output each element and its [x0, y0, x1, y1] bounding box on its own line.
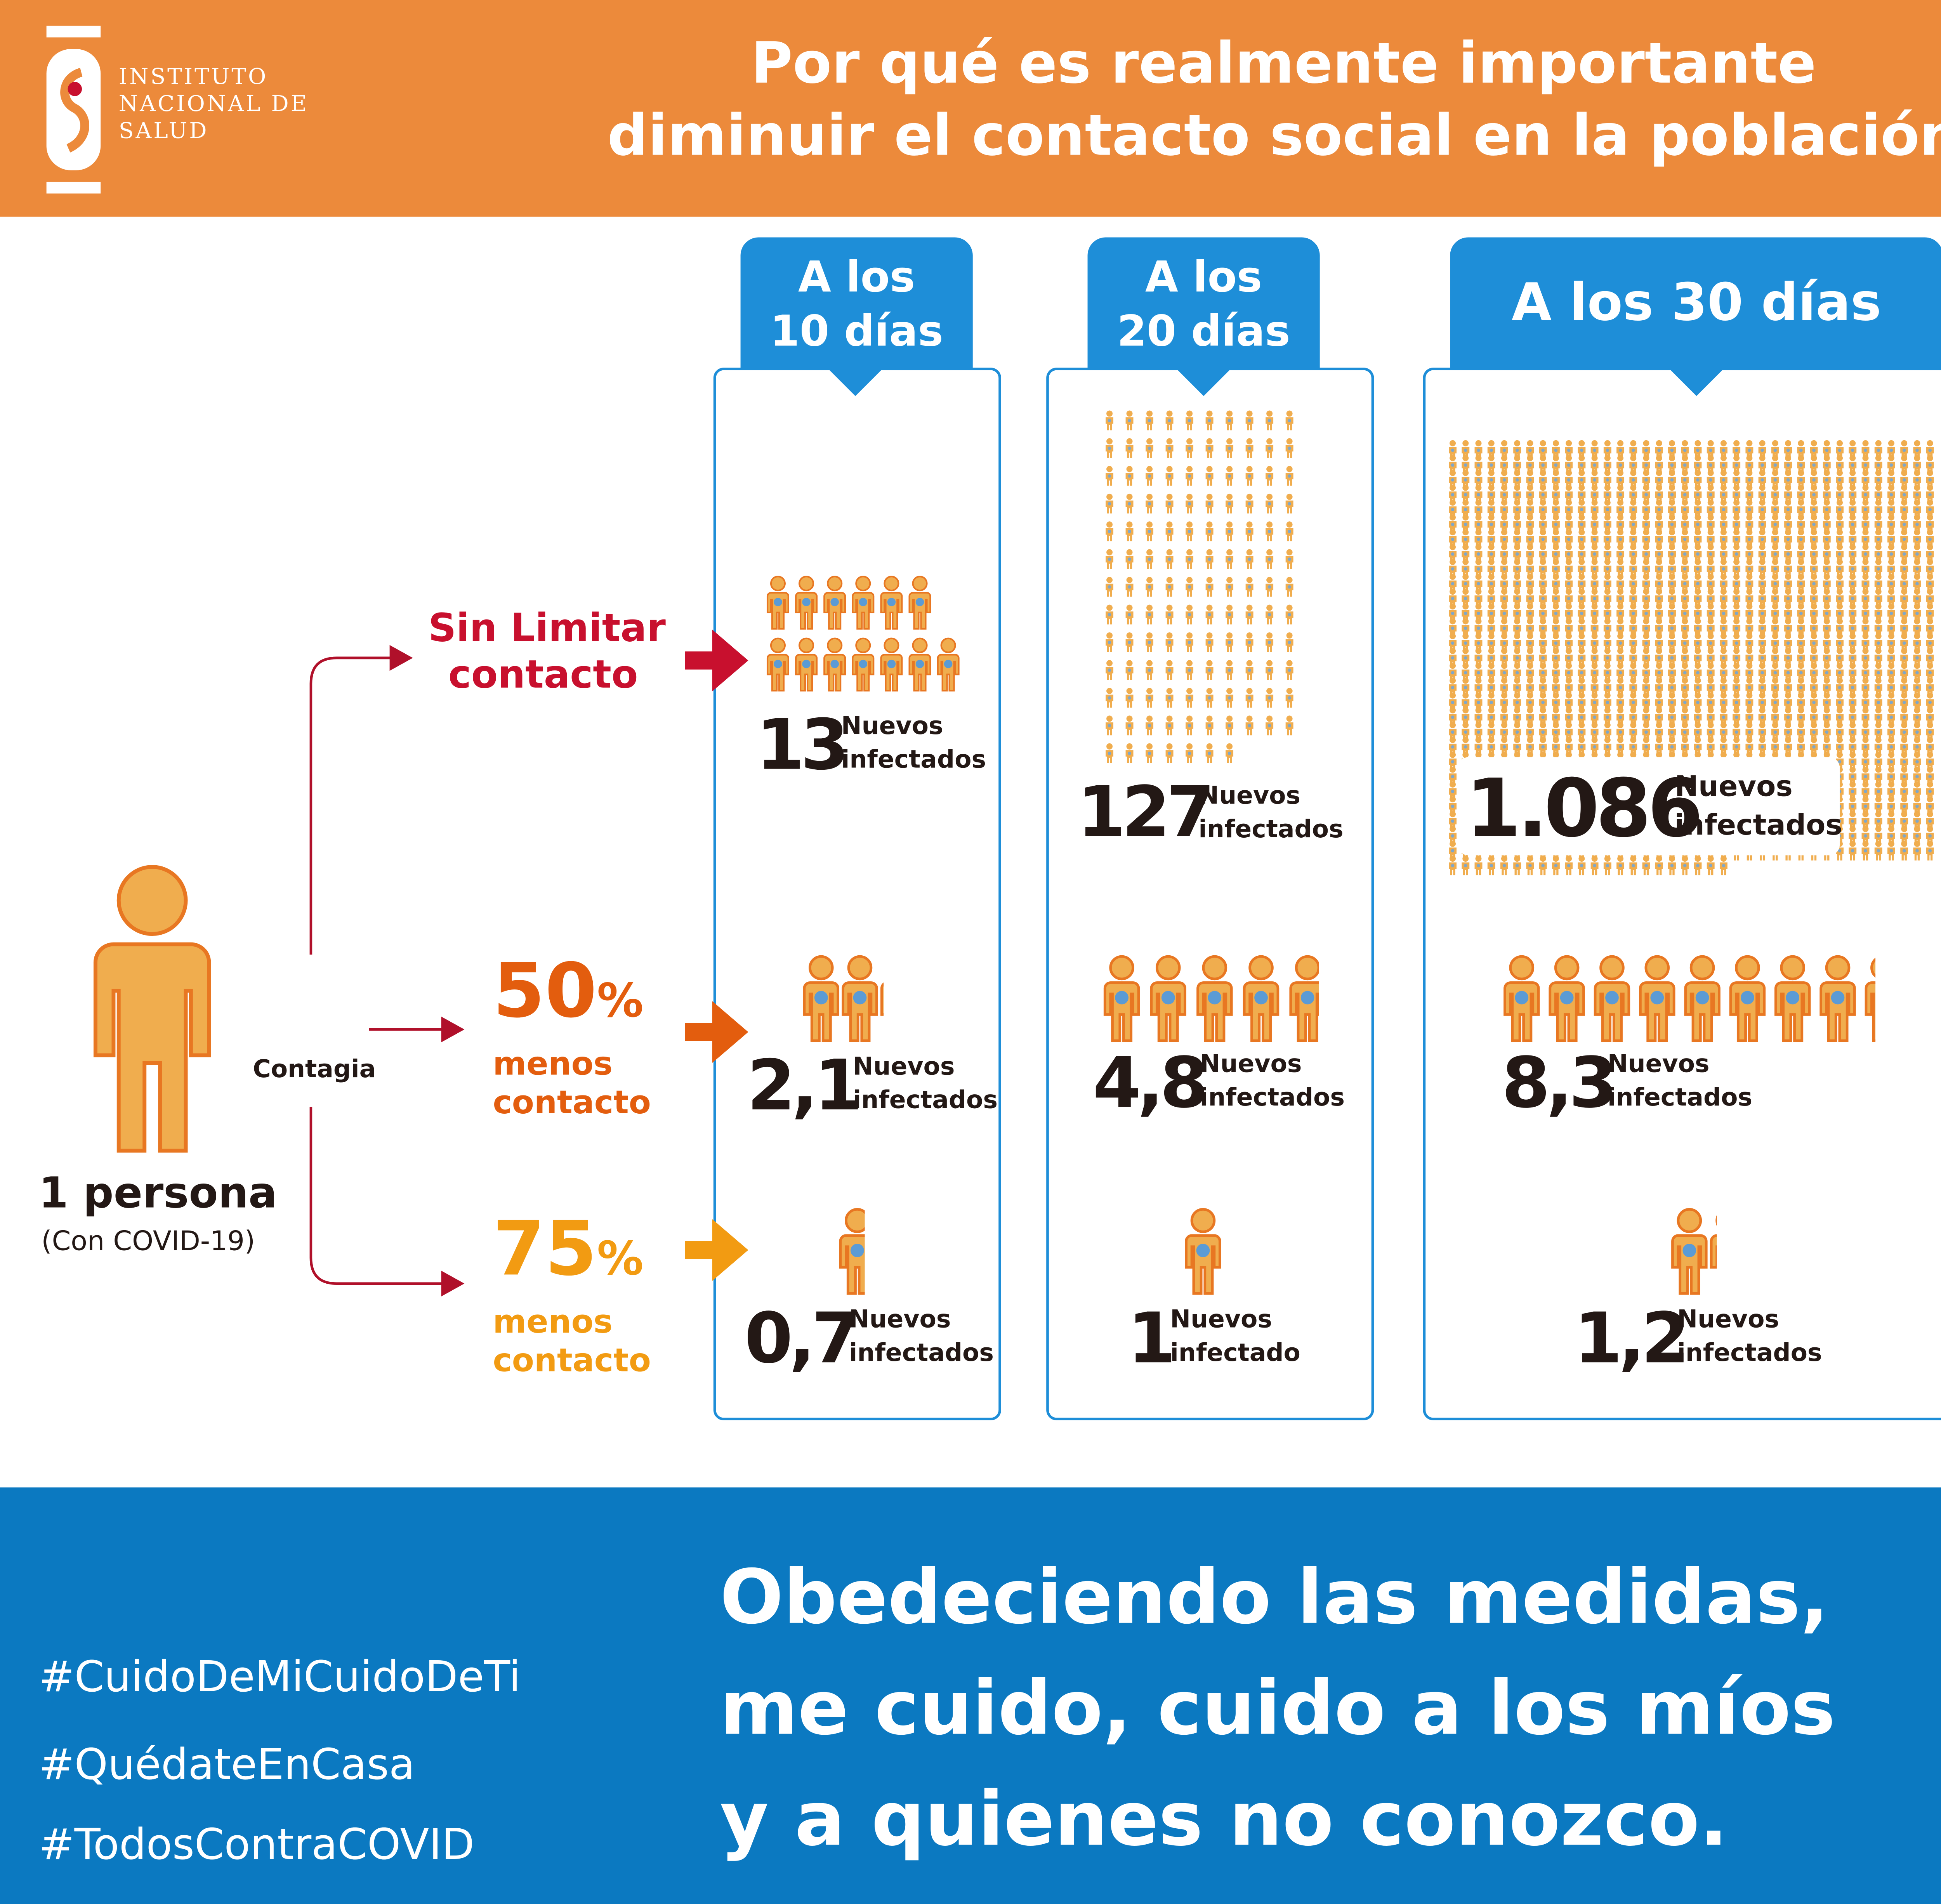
scenario-50-pct-symbol: %	[597, 975, 644, 1028]
column-header-20-dias: A los 20 días	[1087, 237, 1320, 369]
label-line-1: Nuevos	[852, 1052, 955, 1081]
column-header-10-line-2: 10 días	[770, 305, 943, 356]
label-line-2: infectados	[1607, 1083, 1753, 1112]
label-line-1: Nuevos	[1170, 1305, 1272, 1334]
value-50-30: 8,3	[1502, 1042, 1617, 1124]
label-line-1: Nuevos	[1607, 1050, 1710, 1079]
scenario-75-line-1: menos	[493, 1303, 613, 1340]
column-header-10-dias: A los 10 días	[740, 237, 973, 369]
label-line-2: infectados	[1200, 1083, 1345, 1112]
scenario-sin-limitar: Sin Limitar contacto	[428, 606, 666, 699]
label-sin-limitar-20: Nuevos infectados	[1198, 779, 1343, 846]
label-line-2: infectados	[1674, 810, 1842, 843]
hashtag-2[interactable]: #QuédateEnCasa	[38, 1739, 415, 1789]
header-bar	[0, 0, 1941, 217]
label-75-20: Nuevos infectado	[1170, 1303, 1300, 1370]
title-line-2: diminuir el contacto social en la poblac…	[607, 103, 1941, 169]
label-line-2: infectados	[1677, 1339, 1822, 1368]
slogan-line-3: y a quienes no conozco.	[720, 1775, 1728, 1863]
value-75-30: 1,2	[1574, 1298, 1689, 1379]
slogan-line-1: Obedeciendo las medidas,	[720, 1553, 1829, 1641]
scenario-75-line-2: contacto	[493, 1342, 651, 1379]
value-sin-limitar-30: 1.086	[1465, 761, 1703, 856]
value-sin-limitar-20: 127	[1077, 771, 1215, 853]
label-50-20: Nuevos infectados	[1200, 1048, 1345, 1115]
value-75-20: 1	[1127, 1298, 1176, 1379]
column-header-30-dias: A los 30 días	[1450, 237, 1941, 369]
source-label: 1 persona	[38, 1167, 277, 1218]
logo-icon	[46, 26, 101, 194]
footer-bar	[0, 1487, 1941, 1904]
scenario-75: 75% menos contacto	[493, 1206, 651, 1380]
column-header-20-line-1: A los	[1145, 252, 1262, 302]
logo-text: INSTITUTO NACIONAL DE SALUD	[119, 64, 309, 146]
page-title: Por qué es realmente importante diminuir…	[568, 28, 1941, 173]
column-header-30-label: A los 30 días	[1511, 273, 1882, 333]
scenario-75-pct-symbol: %	[597, 1233, 644, 1286]
label-line-2: infectado	[1170, 1339, 1300, 1368]
label-75-30: Nuevos infectados	[1677, 1303, 1822, 1370]
column-header-10-line-1: A los	[798, 252, 915, 302]
label-line-2: infectados	[1198, 815, 1344, 844]
virus-label: Contagia	[253, 1055, 376, 1084]
label-line-1: Nuevos	[1677, 1305, 1780, 1334]
value-backdrop-1086	[1458, 757, 1840, 856]
logo-line-2: NACIONAL DE	[118, 91, 309, 118]
label-line-1: Nuevos	[1200, 1050, 1302, 1079]
hashtag-1[interactable]: #CuidoDeMiCuidoDeTi	[38, 1651, 521, 1702]
scenario-sin-limitar-line-2: contacto	[448, 653, 638, 698]
label-75-10: Nuevos infectados	[849, 1303, 994, 1370]
column-pointer-20	[1175, 368, 1232, 396]
logo-line-3: SALUD	[118, 118, 209, 145]
label-line-2: infectados	[849, 1339, 994, 1368]
scenario-75-pct: 75	[493, 1205, 597, 1293]
label-line-2: infectados	[841, 745, 986, 774]
value-75-10: 0,7	[744, 1298, 860, 1379]
label-line-2: infectados	[852, 1086, 998, 1115]
label-line-1: Nuevos	[1674, 771, 1793, 804]
label-50-10: Nuevos infectados	[853, 1050, 998, 1117]
label-50-30: Nuevos infectados	[1608, 1048, 1752, 1115]
value-sin-limitar-10: 13	[756, 704, 849, 786]
scenario-sin-limitar-line-1: Sin Limitar	[428, 606, 666, 652]
slogan: Obedeciendo las medidas, me cuido, cuido…	[720, 1541, 1835, 1874]
source-sublabel: (Con COVID-19)	[41, 1225, 255, 1257]
slogan-line-2: me cuido, cuido a los míos	[720, 1664, 1836, 1752]
column-pointer-10	[827, 368, 884, 396]
column-header-20-line-2: 20 días	[1117, 305, 1290, 356]
label-sin-limitar-30: Nuevos infectados	[1675, 769, 1842, 846]
column-pointer-30	[1668, 368, 1725, 396]
label-sin-limitar-10: Nuevos infectados	[841, 710, 986, 777]
scenario-50-line-1: menos	[493, 1045, 613, 1083]
hashtag-3[interactable]: #TodosContraCOVID	[38, 1819, 475, 1869]
scenario-50-pct: 50	[493, 947, 597, 1035]
scenario-50-line-2: contacto	[493, 1083, 651, 1121]
scenario-50: 50% menos contacto	[493, 948, 651, 1123]
logo-line-1: INSTITUTO	[118, 64, 268, 90]
label-line-1: Nuevos	[1198, 781, 1301, 811]
value-50-10: 2,1	[747, 1045, 863, 1126]
title-line-1: Por qué es realmente importante	[751, 31, 1816, 97]
value-50-20: 4,8	[1092, 1042, 1208, 1124]
label-line-1: Nuevos	[841, 712, 943, 741]
label-line-1: Nuevos	[849, 1305, 951, 1334]
infected-person-icon	[93, 865, 211, 1153]
